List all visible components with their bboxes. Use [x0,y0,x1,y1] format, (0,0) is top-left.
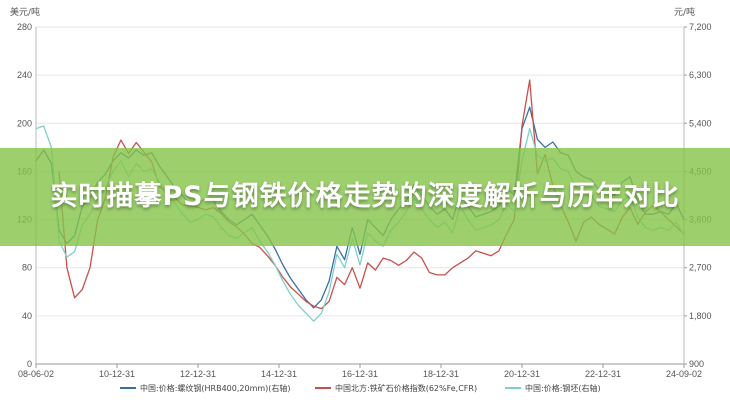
title-banner: 实时描摹PS与钢铁价格走势的深度解析与历年对比 [0,148,730,246]
legend: 中国:价格:螺纹钢(HRB400,20mm)(右轴) 中国北方:铁矿石价格指数(6… [120,383,601,393]
x-tick-label: 12-12-31 [180,369,216,379]
left-tick-label: 40 [22,311,32,321]
right-tick-label: 7,200 [689,22,712,32]
x-tick-label: 24-09-02 [666,369,702,379]
x-tick-label: 20-12-31 [504,369,540,379]
right-tick-label: 2,700 [689,263,712,273]
left-tick-label: 280 [17,22,32,32]
legend-label: 中国北方:铁矿石价格指数(62%Fe,CFR) [335,383,477,393]
left-axis-unit: 美元/吨 [10,6,40,18]
left-tick-label: 200 [17,118,32,128]
x-tick-label: 22-12-31 [585,369,621,379]
left-tick-label: 240 [17,70,32,80]
x-tick-label: 16-12-31 [342,369,378,379]
right-tick-label: 900 [689,359,704,369]
right-tick-label: 6,300 [689,70,712,80]
legend-label: 中国:价格:螺纹钢(HRB400,20mm)(右轴) [140,383,291,393]
banner-title: 实时描摹PS与钢铁价格走势的深度解析与历年对比 [50,181,680,212]
left-tick-label: 80 [22,263,32,273]
x-tick-label: 14-12-31 [261,369,297,379]
right-tick-label: 1,800 [689,311,712,321]
right-tick-label: 5,400 [689,118,712,128]
x-tick-label: 10-12-31 [99,369,135,379]
legend-label: 中国:价格:钢坯(右轴) [525,383,601,393]
x-tick-label: 08-06-02 [18,369,54,379]
right-axis-unit: 元/吨 [674,6,695,18]
x-tick-label: 18-12-31 [423,369,459,379]
left-tick-label: 0 [27,359,32,369]
